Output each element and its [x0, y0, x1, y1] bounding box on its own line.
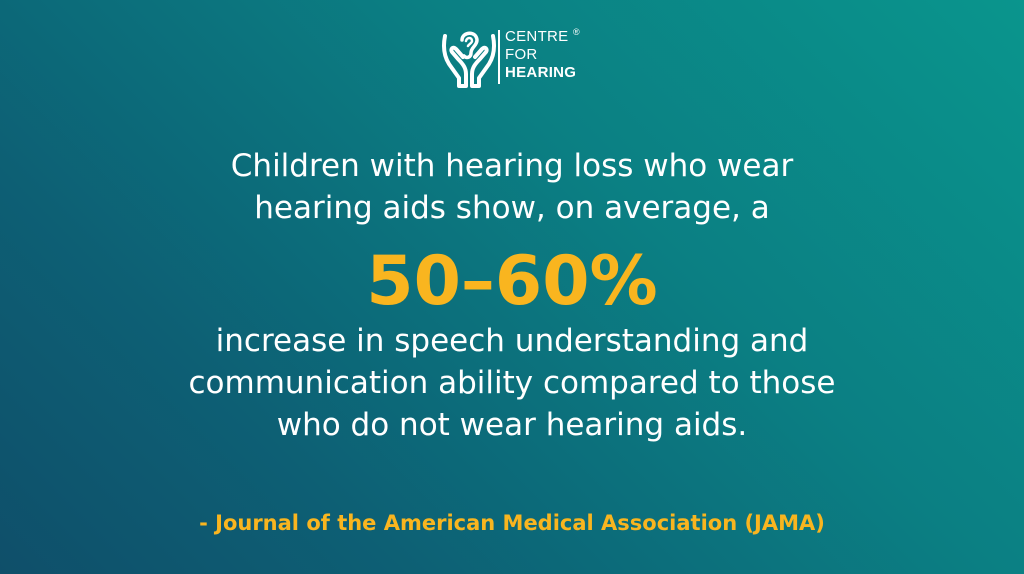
logo-line-centre: CENTRE [505, 28, 569, 45]
quote-line: Children with hearing loss who wear [230, 148, 794, 184]
logo-wordmark: CENTRE ® FOR HEARING [505, 27, 580, 82]
quote-line: communication ability compared to those [188, 365, 836, 401]
quote-line: increase in speech understanding and [215, 323, 809, 359]
quote-intro: Children with hearing loss who wear hear… [60, 145, 964, 229]
quote-conclusion: increase in speech understanding and com… [60, 320, 964, 446]
registered-mark: ® [573, 27, 580, 37]
highlight-statistic: 50–60% [366, 242, 658, 321]
logo-divider [498, 30, 500, 84]
source-citation: - Journal of the American Medical Associ… [199, 511, 825, 535]
logo-line-for: FOR [505, 46, 538, 63]
centre-for-hearing-logo: CENTRE ® FOR HEARING [441, 26, 591, 88]
quote-line: hearing aids show, on average, a [254, 190, 770, 226]
quote-line: who do not wear hearing aids. [276, 407, 748, 443]
hands-holding-ear-icon [442, 31, 496, 88]
logo-line-hearing: HEARING [505, 64, 577, 81]
